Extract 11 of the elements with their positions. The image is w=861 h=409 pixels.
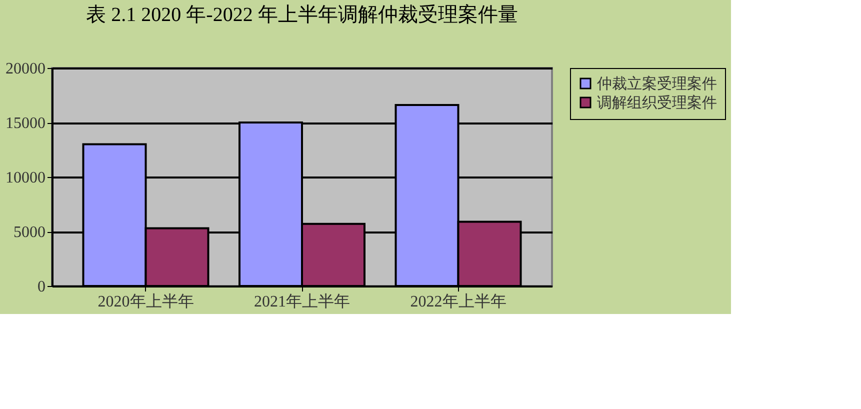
- x-tick-label: 2021年上半年: [254, 292, 350, 310]
- y-tick-label: 0: [38, 278, 46, 296]
- legend-label: 调解组织受理案件: [597, 94, 717, 112]
- y-tick-label: 20000: [6, 60, 46, 78]
- x-tick-label: 2022年上半年: [410, 292, 506, 310]
- y-tick-label: 15000: [6, 115, 46, 132]
- chart-title: 表 2.1 2020 年-2022 年上半年调解仲裁受理案件量: [86, 3, 518, 26]
- legend-label: 仲裁立案受理案件: [597, 76, 717, 92]
- x-tick-label: 2020年上半年: [98, 292, 194, 310]
- y-tick-label: 5000: [14, 224, 46, 241]
- y-tick-label: 10000: [6, 170, 46, 186]
